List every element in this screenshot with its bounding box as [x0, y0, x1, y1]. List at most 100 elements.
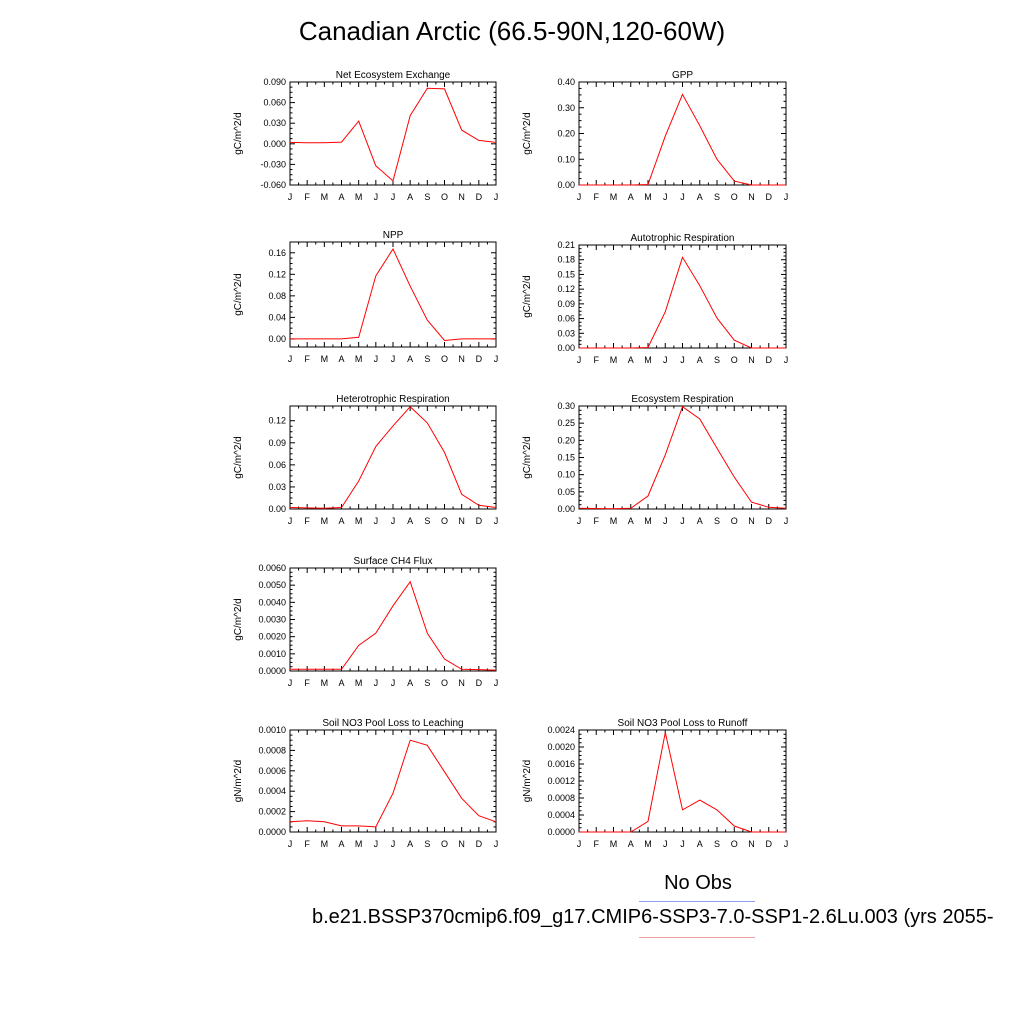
x-tick-label: A [338, 354, 344, 364]
legend-case-line [639, 937, 755, 938]
series-line [579, 732, 786, 833]
x-tick-label: A [338, 516, 344, 526]
x-tick-label: J [374, 678, 379, 688]
x-tick-label: A [697, 192, 703, 202]
x-tick-label: D [766, 355, 773, 365]
x-tick-label: S [714, 839, 720, 849]
y-tick-label: -0.060 [260, 180, 286, 190]
x-tick-label: J [680, 839, 685, 849]
x-tick-label: N [458, 192, 465, 202]
x-tick-label: J [494, 678, 499, 688]
x-tick-label: O [441, 678, 448, 688]
x-tick-label: A [697, 355, 703, 365]
x-tick-label: F [594, 839, 600, 849]
x-tick-label: O [731, 355, 738, 365]
x-tick-label: J [663, 516, 668, 526]
x-tick-label: D [476, 839, 483, 849]
y-tick-label: 0.00 [557, 343, 575, 353]
x-tick-label: J [391, 678, 396, 688]
y-tick-label: 0.16 [268, 248, 286, 258]
y-tick-label: 0.12 [268, 269, 286, 279]
y-axis-label: gC/m^2/d [233, 112, 244, 155]
x-tick-label: A [407, 192, 413, 202]
x-tick-label: A [628, 516, 634, 526]
chart-title: Heterotrophic Respiration [336, 394, 449, 405]
plot-frame [578, 244, 787, 349]
x-tick-label: J [577, 192, 582, 202]
y-tick-label: 0.15 [557, 269, 575, 279]
x-tick-label: J [784, 516, 789, 526]
y-tick-label: 0.0024 [547, 725, 575, 735]
x-tick-label: M [610, 355, 618, 365]
x-tick-label: J [374, 516, 379, 526]
x-tick-label: M [644, 516, 652, 526]
x-tick-label: M [355, 839, 363, 849]
y-axis-label: gC/m^2/d [522, 112, 533, 155]
x-tick-label: N [458, 516, 465, 526]
x-tick-label: J [391, 354, 396, 364]
x-tick-label: F [594, 355, 600, 365]
x-tick-label: A [628, 355, 634, 365]
x-tick-label: J [663, 192, 668, 202]
x-tick-label: J [494, 192, 499, 202]
y-tick-label: 0.40 [557, 77, 575, 87]
x-tick-label: M [355, 354, 363, 364]
y-tick-label: 0.030 [263, 118, 286, 128]
plot-frame [289, 241, 497, 348]
y-axis-label: gC/m^2/d [233, 273, 244, 316]
y-tick-label: 0.30 [557, 401, 575, 411]
page-title: Canadian Arctic (66.5-90N,120-60W) [298, 16, 726, 46]
x-tick-label: A [407, 516, 413, 526]
x-tick-label: J [288, 354, 293, 364]
y-tick-label: 0.30 [557, 103, 575, 113]
x-tick-label: J [577, 516, 582, 526]
chart-title: Ecosystem Respiration [631, 394, 733, 405]
x-tick-label: M [321, 678, 329, 688]
x-tick-label: M [644, 192, 652, 202]
y-tick-label: 0.09 [557, 299, 575, 309]
y-tick-label: 0.0012 [547, 776, 575, 786]
chart-title: Net Ecosystem Exchange [336, 70, 451, 81]
x-tick-label: A [407, 354, 413, 364]
y-tick-label: 0.0010 [258, 725, 286, 735]
y-tick-label: 0.0008 [258, 745, 286, 755]
y-axis-label: gC/m^2/d [233, 436, 244, 479]
x-tick-label: S [424, 839, 430, 849]
y-tick-label: 0.06 [557, 314, 575, 324]
x-tick-label: A [338, 192, 344, 202]
x-tick-label: D [766, 192, 773, 202]
y-axis-label: gN/m^2/d [233, 760, 244, 803]
x-tick-label: M [321, 354, 329, 364]
y-tick-label: 0.06 [268, 460, 286, 470]
plot-frame [289, 729, 497, 833]
x-tick-label: M [610, 839, 618, 849]
x-tick-label: M [321, 516, 329, 526]
x-tick-label: J [288, 192, 293, 202]
x-tick-label: J [288, 516, 293, 526]
x-tick-label: S [714, 355, 720, 365]
y-axis-label: gC/m^2/d [233, 598, 244, 641]
y-tick-label: 0.05 [557, 487, 575, 497]
y-tick-label: 0.03 [557, 328, 575, 338]
y-tick-label: 0.0008 [547, 793, 575, 803]
plot-frame [578, 405, 787, 510]
y-tick-label: 0.0010 [258, 649, 286, 659]
chart-title: Surface CH4 Flux [354, 556, 433, 567]
y-axis-label: gN/m^2/d [522, 760, 533, 803]
chart-title: Soil NO3 Pool Loss to Leaching [322, 718, 463, 729]
x-tick-label: O [441, 839, 448, 849]
y-tick-label: 0.04 [268, 312, 286, 322]
y-tick-label: 0.090 [263, 77, 286, 87]
legend-no-obs-label: No Obs [664, 872, 732, 894]
x-tick-label: S [714, 192, 720, 202]
y-tick-label: 0.00 [268, 334, 286, 344]
x-tick-label: M [321, 839, 329, 849]
x-tick-label: O [441, 516, 448, 526]
x-tick-label: N [748, 839, 755, 849]
y-tick-label: 0.09 [268, 438, 286, 448]
